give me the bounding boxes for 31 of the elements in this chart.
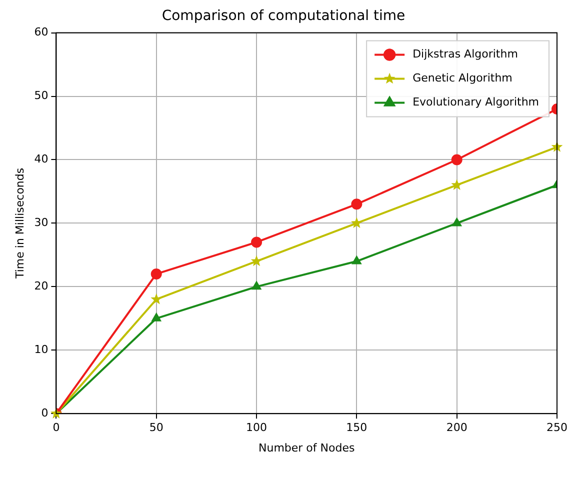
- point: [451, 154, 462, 166]
- point: [350, 217, 362, 228]
- x-axis-title: Number of Nodes: [258, 441, 355, 454]
- y-tick-label: 20: [34, 280, 48, 293]
- point: [351, 198, 362, 210]
- point: [150, 268, 162, 280]
- point: [152, 312, 162, 322]
- x-tick-label: 0: [52, 421, 60, 434]
- point: [452, 218, 462, 226]
- y-tick-label: 40: [34, 152, 48, 166]
- point: [352, 256, 362, 264]
- x-tick-label: 200: [446, 421, 468, 434]
- y-tick-label: 30: [34, 216, 48, 230]
- x-tick-label: 250: [546, 421, 568, 434]
- y-tick-label: 50: [34, 89, 48, 102]
- x-tick-label: 100: [246, 421, 268, 434]
- y-axis-title: Time in Milliseconds: [13, 168, 26, 280]
- x-tick-label: 150: [346, 421, 368, 434]
- point: [251, 236, 262, 248]
- point: [250, 255, 262, 266]
- point: [150, 293, 162, 304]
- legend-label: Evolutionary Algorithm: [412, 96, 540, 109]
- legend-label: Dijkstras Algorithm: [412, 48, 518, 61]
- y-tick-label: 10: [34, 342, 48, 356]
- chart-title: Comparison of computational time: [162, 8, 406, 24]
- y-tick-label: 0: [41, 406, 48, 420]
- point: [252, 281, 262, 290]
- x-tick-label: 50: [149, 421, 164, 434]
- point: [451, 179, 463, 190]
- y-tick-label: 60: [34, 26, 48, 39]
- legend-label: Genetic Algorithm: [412, 72, 512, 85]
